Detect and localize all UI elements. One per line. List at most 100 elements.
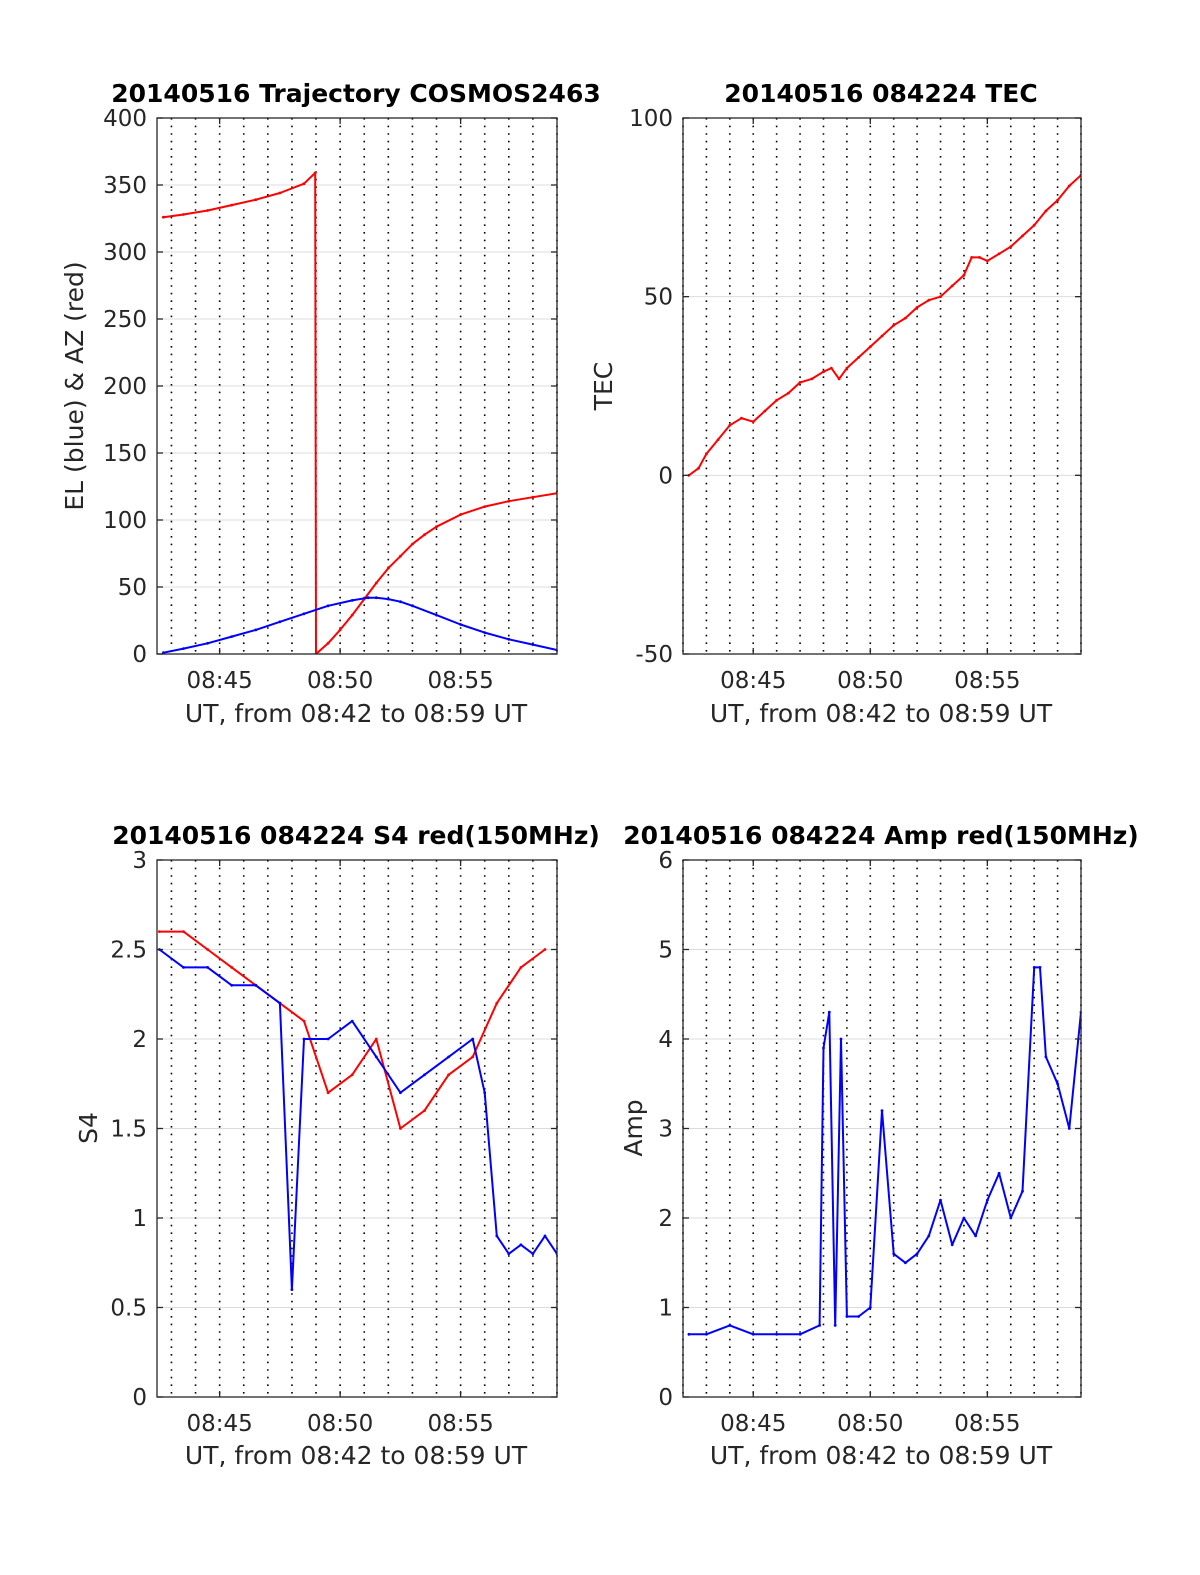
data-point [290,1288,294,1291]
data-point [399,600,402,604]
y-tick-label: 6 [658,848,673,874]
x-tick-label: 08:55 [427,668,493,694]
data-point [326,1037,330,1041]
y-tick-label: 50 [644,285,673,311]
data-point [915,1252,919,1256]
chart-title: 20140516 084224 S4 red(150MHz) [112,821,600,850]
chart-tec: 20140516 084224 TEC TEC UT, from 08:42 t… [589,79,1082,728]
data-point [374,581,378,585]
data-point [302,182,306,186]
data-point [543,1234,547,1238]
data-point [350,1073,354,1077]
data-point [162,651,165,654]
data-point [1032,223,1036,227]
series-line [163,171,557,654]
data-point [1056,198,1059,202]
data-point [763,409,767,413]
data-point [459,623,462,626]
data-point [798,1332,802,1336]
y-tick-label: 3 [132,848,147,874]
y-tick-label: 0.5 [110,1296,147,1322]
series-line [158,948,557,1291]
data-point [519,1243,523,1247]
y-tick-label: 200 [103,374,147,400]
data-point [483,631,487,634]
data-point [857,1315,860,1318]
y-tick-label: 0 [658,463,673,489]
data-point [1021,234,1024,238]
data-point [892,323,896,327]
y-tick-label: 100 [629,106,673,132]
data-point [705,452,708,456]
data-point [950,284,954,288]
data-point [507,499,511,503]
data-point [705,1332,708,1336]
y-tick-label: 100 [103,508,147,534]
chart-title: 20140516 084224 Amp red(150MHz) [623,821,1139,850]
y-tick-label: 2 [658,1206,673,1232]
data-point [374,1055,378,1059]
data-point [162,215,165,219]
data-point [254,983,258,987]
data-point [531,1252,535,1256]
data-point [423,1109,426,1112]
y-axis-label: TEC [589,362,618,412]
data-point [326,641,330,645]
x-tick-label: 08:50 [837,668,903,694]
data-point [892,1252,896,1256]
data-point [182,647,185,650]
data-point [366,596,370,600]
data-point [254,198,258,202]
data-point [1067,184,1071,188]
data-point [206,209,210,212]
y-tick-label: 2 [132,1027,147,1053]
data-point [845,1315,849,1318]
y-tick-label: 350 [103,173,147,199]
data-point [543,948,547,951]
data-point [687,1332,691,1336]
data-point [716,438,720,441]
data-point [962,273,966,277]
data-point [278,620,282,624]
data-point [868,1306,872,1309]
x-tick-label: 08:50 [837,1411,903,1437]
data-point [531,643,535,646]
data-point [740,416,743,420]
chart-amp: 20140516 084224 Amp red(150MHz) Amp UT, … [619,821,1139,1470]
chart-title: 20140516 Trajectory COSMOS2463 [111,79,601,108]
chart-trajectory: 20140516 Trajectory COSMOS2463 EL (blue)… [60,79,601,728]
data-point [386,566,390,570]
data-point [230,966,234,969]
y-tick-label: 1 [132,1206,147,1232]
data-point [1021,1189,1024,1193]
x-axis-label: UT, from 08:42 to 08:59 UT [185,699,528,728]
data-point [1009,1216,1013,1220]
x-tick-label: 08:45 [720,1411,786,1437]
data-point [1056,1082,1059,1086]
data-point [822,370,825,374]
data-point [845,366,849,370]
y-tick-label: 2.5 [110,938,147,964]
data-point [986,1198,989,1202]
data-point [962,1216,966,1220]
data-point [411,604,414,608]
x-axis-label: UT, from 08:42 to 08:59 UT [710,699,1053,728]
data-point [411,542,414,546]
data-point [927,1234,931,1238]
data-point [182,213,185,216]
data-point [278,1001,282,1005]
data-point [495,1001,499,1005]
x-tick-label: 08:55 [954,668,1020,694]
data-point [822,1046,825,1050]
x-tick-label: 08:55 [427,1411,493,1437]
data-point [182,930,185,933]
data-point [399,554,402,558]
data-point [997,252,1001,256]
x-tick-label: 08:55 [954,1411,1020,1437]
data-point [507,1252,511,1256]
data-point [751,420,755,424]
data-point [230,203,234,207]
data-point [880,1109,884,1112]
data-point [206,966,210,969]
x-tick-label: 08:45 [720,668,786,694]
